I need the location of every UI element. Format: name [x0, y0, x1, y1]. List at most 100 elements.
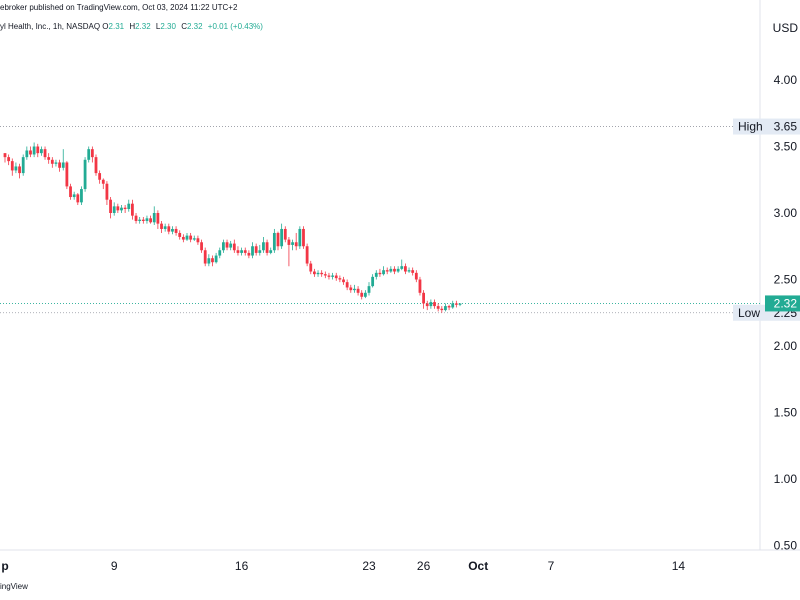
candle — [356, 286, 360, 296]
candle — [145, 215, 149, 224]
candle-body — [83, 159, 87, 190]
candle-body — [247, 252, 251, 256]
candle — [43, 146, 47, 160]
candle — [374, 270, 378, 280]
candle-body — [458, 303, 462, 305]
candle — [10, 158, 14, 176]
candle-body — [393, 268, 396, 272]
candle-body — [232, 243, 236, 251]
footer-brand: ingView — [0, 582, 28, 591]
y-tick-label: 1.00 — [774, 472, 798, 486]
candle — [385, 267, 389, 275]
symbol-name: yl Health, Inc., 1h, NASDAQ — [0, 22, 101, 31]
candle — [101, 178, 105, 190]
candle-body — [298, 228, 302, 247]
candle — [298, 226, 302, 249]
candle — [436, 303, 440, 312]
candle-body — [338, 278, 342, 280]
candle-body — [123, 207, 127, 210]
candle-body — [218, 250, 222, 256]
candle — [116, 203, 120, 213]
candle-body — [378, 272, 382, 275]
candle-body — [141, 219, 145, 221]
candle — [251, 242, 254, 259]
candle-body — [105, 183, 109, 200]
candle-body — [323, 274, 327, 276]
candle-body — [178, 232, 182, 237]
candle-body — [414, 272, 418, 280]
candle — [371, 274, 375, 288]
candle-body — [283, 228, 287, 240]
badge-high: High 3.65 — [733, 118, 800, 135]
candle-body — [236, 250, 240, 253]
candle-body — [200, 242, 203, 251]
candle-body — [192, 238, 196, 240]
candle-body — [214, 255, 218, 263]
candle — [123, 205, 127, 213]
candle-body — [356, 288, 360, 293]
ohlc-high: H2.32 — [129, 22, 151, 31]
x-tick-label: 14 — [672, 559, 686, 573]
candle-body — [10, 161, 14, 171]
candle — [276, 231, 280, 251]
x-tick-label: Oct — [468, 559, 488, 573]
candle — [181, 234, 185, 243]
candle-body — [444, 306, 447, 311]
candle-body — [389, 268, 393, 272]
candle — [367, 282, 371, 296]
candle — [40, 146, 43, 156]
candle-body — [363, 292, 367, 297]
candle-body — [196, 238, 200, 243]
candle-body — [171, 228, 174, 232]
candle — [127, 199, 131, 212]
candle-body — [36, 146, 40, 154]
candle-body — [251, 246, 254, 256]
candle — [72, 191, 76, 200]
candle-body — [229, 243, 233, 248]
candle-body — [65, 162, 69, 187]
candle — [29, 146, 32, 158]
candle-body — [134, 215, 138, 221]
x-tick-label: p — [1, 559, 8, 573]
candle — [422, 290, 425, 309]
candle — [112, 202, 116, 216]
candle — [316, 270, 320, 277]
candle-body — [411, 270, 415, 273]
candle-body — [156, 213, 160, 224]
time-axis: p 9 16 23 26 Oct 7 14 — [1, 559, 685, 573]
candle — [323, 271, 327, 279]
candle-body — [116, 206, 120, 211]
candle — [451, 300, 455, 309]
candle-body — [342, 279, 345, 283]
candle-body — [94, 157, 98, 174]
candle-body — [25, 150, 29, 158]
candle-body — [167, 226, 171, 232]
candle — [196, 235, 200, 245]
candle-body — [374, 272, 378, 277]
candle — [218, 247, 222, 259]
badge-bg — [733, 118, 800, 135]
candle — [163, 223, 167, 232]
candle — [80, 186, 83, 206]
candle-body — [345, 282, 349, 288]
candle-body — [7, 157, 11, 162]
candle — [167, 223, 171, 235]
candle — [404, 263, 407, 275]
candle-body — [331, 275, 334, 277]
x-tick-label: 26 — [417, 559, 431, 573]
candle-body — [313, 271, 316, 275]
candle — [425, 300, 429, 311]
symbol-ohlc-bar: yl Health, Inc., 1h, NASDAQ O2.31 H2.32 … — [0, 22, 263, 31]
candle-body — [327, 275, 331, 277]
candle — [32, 142, 36, 158]
candle — [47, 153, 51, 164]
candle — [429, 299, 433, 309]
candle — [262, 236, 265, 253]
x-tick-label: 7 — [548, 559, 555, 573]
candle — [160, 220, 163, 233]
candle-body — [302, 228, 305, 247]
candle-body — [396, 268, 400, 272]
candle — [98, 170, 102, 184]
candle-body — [349, 287, 353, 291]
